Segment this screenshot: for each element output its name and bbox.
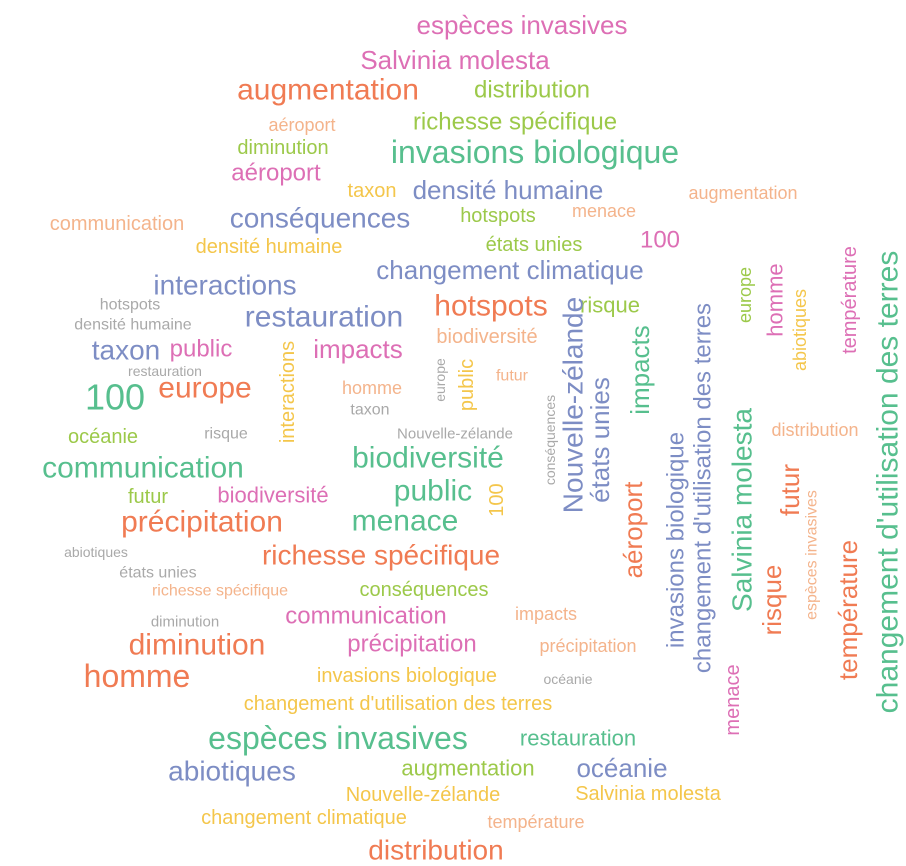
word: aéroport: [231, 160, 321, 187]
word: communication: [50, 213, 185, 235]
word: conséquences: [360, 579, 489, 601]
word: 100: [486, 483, 508, 516]
word: distribution: [474, 77, 590, 104]
word: richesse spécifique: [413, 109, 617, 136]
word: homme: [84, 658, 191, 694]
word: distribution: [771, 420, 858, 440]
word: public: [394, 475, 472, 508]
word: augmentation: [688, 183, 797, 203]
word: communication: [42, 452, 244, 485]
word: océanie: [68, 426, 138, 448]
word: augmentation: [401, 756, 534, 781]
word: restauration: [245, 301, 403, 334]
word: précipitation: [347, 631, 476, 658]
word: température: [487, 812, 584, 832]
word: europe: [735, 267, 755, 323]
word: Salvinia molesta: [575, 783, 722, 805]
word: densité humaine: [196, 236, 343, 258]
word: densité humaine: [413, 175, 604, 205]
word: diminution: [237, 137, 328, 159]
word: hotspots: [100, 297, 160, 314]
word: futur: [496, 368, 529, 385]
word: aéroport: [268, 115, 335, 135]
word: Nouvelle-zélande: [397, 426, 513, 443]
word: espèces invasives: [417, 10, 628, 40]
word: densité humaine: [74, 317, 192, 334]
word: augmentation: [237, 74, 419, 107]
word: états unies: [486, 234, 583, 256]
word: Salvinia molesta: [360, 45, 550, 75]
word: états unies: [119, 565, 196, 582]
word: interactions: [277, 341, 299, 443]
word: diminution: [151, 614, 219, 631]
word: richesse spécifique: [262, 540, 500, 571]
word: invasions biologique: [663, 432, 690, 648]
word: invasions biologique: [317, 665, 497, 687]
word: futur: [775, 464, 805, 516]
word: biodiversité: [352, 442, 504, 475]
word: menace: [352, 505, 459, 538]
word: public: [456, 359, 478, 411]
word: menace: [572, 201, 636, 221]
word: changement climatique: [201, 807, 407, 829]
word: états unies: [585, 377, 615, 503]
word: invasions biologique: [391, 134, 679, 170]
word: restauration: [128, 363, 202, 379]
word: impacts: [313, 334, 403, 364]
word: richesse spécifique: [152, 583, 288, 600]
word: Nouvelle-zélande: [558, 297, 589, 513]
word: abiotiques: [64, 544, 128, 560]
word: risque: [757, 565, 787, 636]
word: changement d'utilisation des terres: [872, 251, 905, 714]
word: taxon: [350, 402, 389, 419]
word: 100: [640, 227, 680, 254]
word: 100: [85, 377, 145, 418]
word: interactions: [153, 270, 296, 301]
word: température: [833, 540, 863, 680]
word: distribution: [368, 835, 503, 866]
word: taxon: [348, 180, 397, 202]
word: changement d'utilisation des terres: [244, 693, 552, 715]
word: menace: [722, 664, 744, 735]
word: espèces invasives: [208, 720, 468, 756]
word: impacts: [515, 604, 577, 624]
word: conséquences: [230, 203, 411, 234]
word: abiotiques: [790, 289, 810, 371]
word: précipitation: [121, 506, 283, 539]
word: homme: [342, 378, 402, 398]
word: océanie: [576, 753, 667, 783]
word: impacts: [625, 325, 655, 415]
word: risque: [204, 426, 248, 443]
word: restauration: [520, 726, 636, 751]
word: température: [839, 246, 861, 354]
word: précipitation: [539, 636, 636, 656]
word: aéroport: [618, 481, 648, 579]
word: diminution: [129, 629, 266, 662]
word: espèces invasives: [804, 490, 821, 620]
word: Salvinia molesta: [727, 408, 758, 612]
word: europe: [432, 358, 448, 402]
word: abiotiques: [168, 756, 296, 787]
word: risque: [580, 293, 640, 318]
word: europe: [158, 372, 251, 405]
word: biodiversité: [436, 326, 537, 348]
word: hotspots: [434, 290, 547, 323]
word: océanie: [543, 671, 592, 687]
word: conséquences: [542, 395, 558, 485]
word: changement d'utilisation des terres: [690, 303, 717, 673]
word: homme: [763, 263, 788, 336]
word: communication: [285, 603, 446, 630]
word: public: [170, 336, 233, 363]
word: Nouvelle-zélande: [346, 784, 501, 806]
word: futur: [128, 486, 168, 508]
word: changement climatique: [376, 255, 643, 285]
word: taxon: [92, 335, 161, 366]
word: hotspots: [460, 205, 536, 227]
word: biodiversité: [217, 483, 328, 508]
